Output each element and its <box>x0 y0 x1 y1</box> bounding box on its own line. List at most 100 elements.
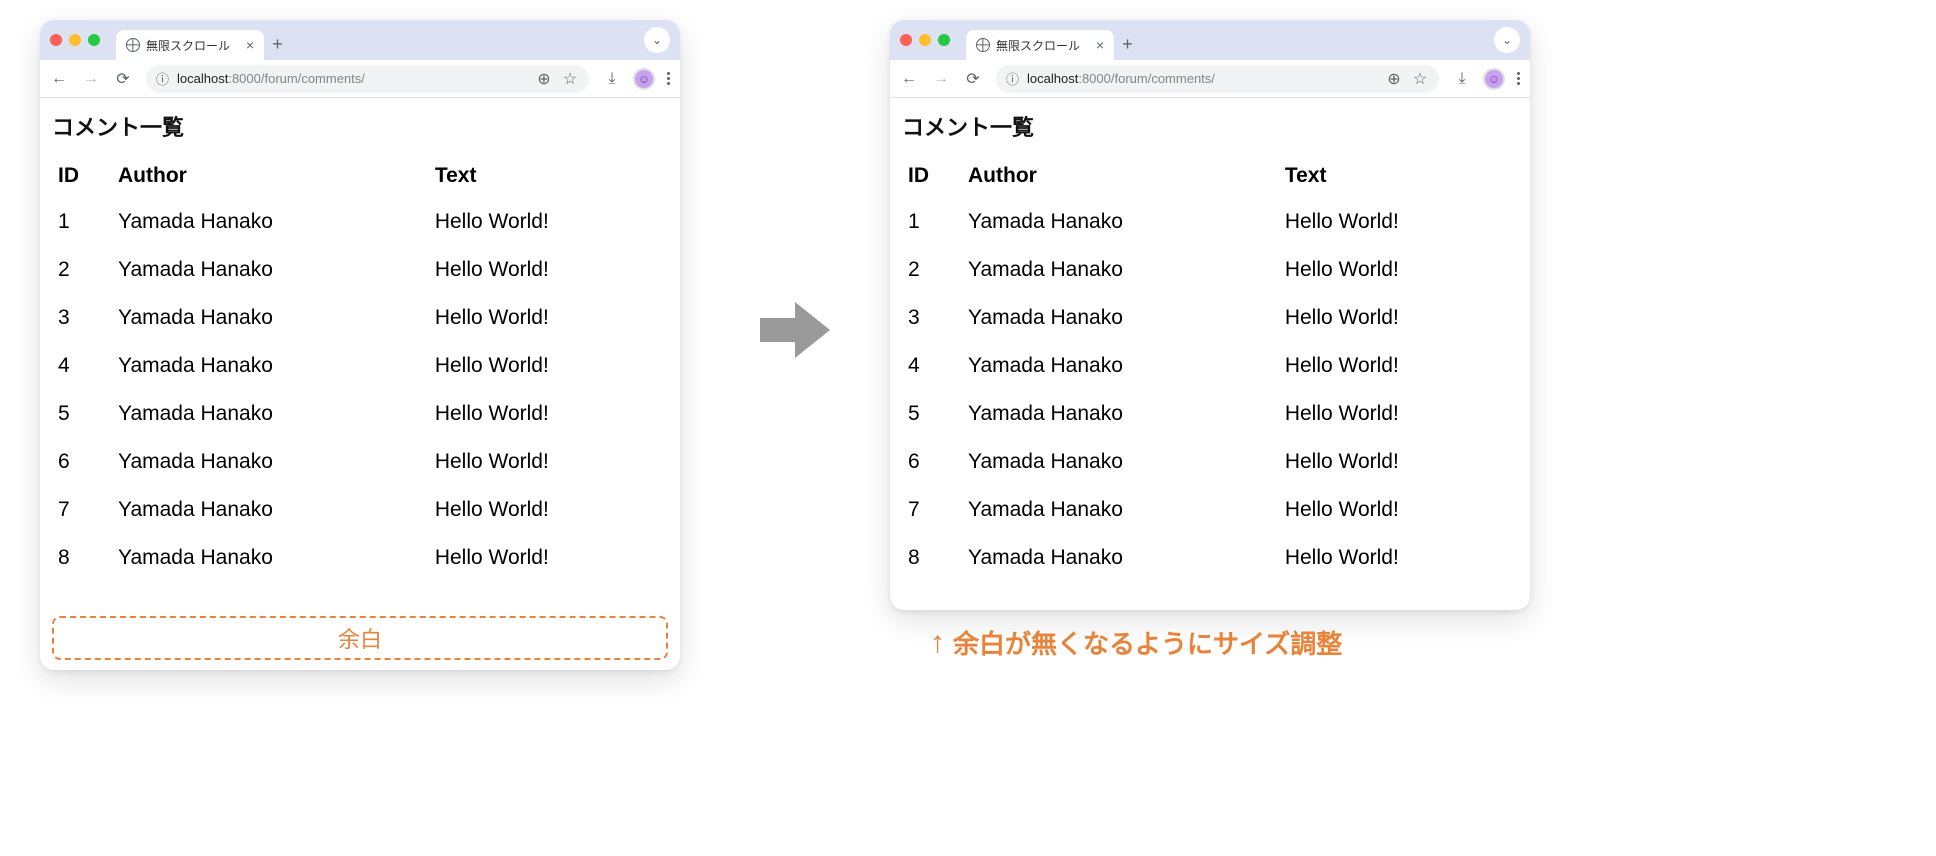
menu-icon[interactable] <box>667 72 670 85</box>
cell-author: Yamada Hanako <box>962 486 1279 534</box>
table-row: 6Yamada HanakoHello World! <box>902 438 1518 486</box>
cell-author: Yamada Hanako <box>112 534 429 582</box>
cell-text: Hello World! <box>1279 534 1518 582</box>
cell-author: Yamada Hanako <box>112 294 429 342</box>
table-row: 5Yamada HanakoHello World! <box>52 390 668 438</box>
col-id: ID <box>902 154 962 198</box>
menu-icon[interactable] <box>1517 72 1520 85</box>
cell-text: Hello World! <box>429 294 668 342</box>
cell-author: Yamada Hanako <box>962 438 1279 486</box>
cell-author: Yamada Hanako <box>962 390 1279 438</box>
back-button[interactable]: ← <box>50 70 68 88</box>
table-row: 6Yamada HanakoHello World! <box>52 438 668 486</box>
site-info-icon[interactable]: ⓘ <box>1006 69 1019 88</box>
zoom-icon[interactable]: ⊕ <box>535 70 553 88</box>
close-tab-icon[interactable]: × <box>1096 37 1104 53</box>
cell-author: Yamada Hanako <box>962 198 1279 246</box>
cell-author: Yamada Hanako <box>962 342 1279 390</box>
maximize-window-icon[interactable] <box>88 34 100 46</box>
cell-id: 5 <box>52 390 112 438</box>
download-icon[interactable]: ⤓ <box>1453 70 1471 88</box>
cell-text: Hello World! <box>1279 294 1518 342</box>
tab-title: 無限スクロール <box>146 37 230 54</box>
whitespace-label: 余白 <box>338 622 382 654</box>
cell-text: Hello World! <box>1279 390 1518 438</box>
tab-overflow-button[interactable]: ⌄ <box>1494 27 1520 53</box>
annotation-text: 余白が無くなるようにサイズ調整 <box>953 624 1342 661</box>
profile-avatar-icon[interactable]: ☺ <box>1483 68 1505 90</box>
table-row: 2Yamada HanakoHello World! <box>52 246 668 294</box>
minimize-window-icon[interactable] <box>69 34 81 46</box>
cell-id: 8 <box>52 534 112 582</box>
cell-text: Hello World! <box>1279 438 1518 486</box>
table-row: 7Yamada HanakoHello World! <box>52 486 668 534</box>
reload-button[interactable]: ⟳ <box>964 70 982 88</box>
browser-tab[interactable]: 無限スクロール × <box>116 30 264 60</box>
globe-icon <box>976 38 990 52</box>
cell-text: Hello World! <box>1279 246 1518 294</box>
forward-button[interactable]: → <box>82 70 100 88</box>
table-row: 2Yamada HanakoHello World! <box>902 246 1518 294</box>
close-tab-icon[interactable]: × <box>246 37 254 53</box>
back-button[interactable]: ← <box>900 70 918 88</box>
minimize-window-icon[interactable] <box>919 34 931 46</box>
cell-id: 1 <box>902 198 962 246</box>
comments-table: ID Author Text 1Yamada HanakoHello World… <box>902 154 1518 582</box>
new-tab-button[interactable]: + <box>272 34 283 55</box>
bookmark-star-icon[interactable]: ☆ <box>561 70 579 88</box>
table-row: 5Yamada HanakoHello World! <box>902 390 1518 438</box>
browser-toolbar: ← → ⟳ ⓘ localhost:8000/forum/comments/ ⊕… <box>40 60 680 98</box>
site-info-icon[interactable]: ⓘ <box>156 69 169 88</box>
cell-text: Hello World! <box>1279 342 1518 390</box>
transition-arrow-icon <box>760 300 830 365</box>
table-row: 7Yamada HanakoHello World! <box>902 486 1518 534</box>
col-author: Author <box>112 154 429 198</box>
bookmark-star-icon[interactable]: ☆ <box>1411 70 1429 88</box>
zoom-icon[interactable]: ⊕ <box>1385 70 1403 88</box>
table-body-left: 1Yamada HanakoHello World!2Yamada Hanako… <box>52 198 668 582</box>
maximize-window-icon[interactable] <box>938 34 950 46</box>
cell-text: Hello World! <box>429 198 668 246</box>
cell-text: Hello World! <box>1279 198 1518 246</box>
resize-annotation: ↑ 余白が無くなるようにサイズ調整 <box>930 624 1342 661</box>
col-author: Author <box>962 154 1279 198</box>
globe-icon <box>126 38 140 52</box>
browser-tab[interactable]: 無限スクロール × <box>966 30 1114 60</box>
page-content: コメント一覧 ID Author Text 1Yamada HanakoHell… <box>890 98 1530 582</box>
cell-author: Yamada Hanako <box>962 294 1279 342</box>
cell-author: Yamada Hanako <box>962 534 1279 582</box>
browser-toolbar: ← → ⟳ ⓘ localhost:8000/forum/comments/ ⊕… <box>890 60 1530 98</box>
tab-overflow-button[interactable]: ⌄ <box>644 27 670 53</box>
new-tab-button[interactable]: + <box>1122 34 1133 55</box>
table-row: 4Yamada HanakoHello World! <box>902 342 1518 390</box>
cell-id: 6 <box>902 438 962 486</box>
table-row: 8Yamada HanakoHello World! <box>902 534 1518 582</box>
reload-button[interactable]: ⟳ <box>114 70 132 88</box>
profile-avatar-icon[interactable]: ☺ <box>633 68 655 90</box>
cell-id: 8 <box>902 534 962 582</box>
close-window-icon[interactable] <box>900 34 912 46</box>
address-bar[interactable]: ⓘ localhost:8000/forum/comments/ ⊕ ☆ <box>996 65 1439 93</box>
cell-text: Hello World! <box>429 486 668 534</box>
tab-title: 無限スクロール <box>996 37 1080 54</box>
cell-text: Hello World! <box>429 534 668 582</box>
col-id: ID <box>52 154 112 198</box>
cell-text: Hello World! <box>429 342 668 390</box>
cell-author: Yamada Hanako <box>112 486 429 534</box>
cell-author: Yamada Hanako <box>112 342 429 390</box>
download-icon[interactable]: ⤓ <box>603 70 621 88</box>
page-title: コメント一覧 <box>902 110 1518 142</box>
address-bar[interactable]: ⓘ localhost:8000/forum/comments/ ⊕ ☆ <box>146 65 589 93</box>
browser-window-before: 無限スクロール × + ⌄ ← → ⟳ ⓘ localhost:8000/for… <box>40 20 680 670</box>
cell-id: 4 <box>902 342 962 390</box>
close-window-icon[interactable] <box>50 34 62 46</box>
table-header-row: ID Author Text <box>902 154 1518 198</box>
cell-id: 3 <box>902 294 962 342</box>
cell-id: 7 <box>52 486 112 534</box>
table-row: 4Yamada HanakoHello World! <box>52 342 668 390</box>
table-row: 8Yamada HanakoHello World! <box>52 534 668 582</box>
table-row: 3Yamada HanakoHello World! <box>52 294 668 342</box>
forward-button[interactable]: → <box>932 70 950 88</box>
cell-author: Yamada Hanako <box>112 198 429 246</box>
url-text: localhost:8000/forum/comments/ <box>1027 71 1215 86</box>
